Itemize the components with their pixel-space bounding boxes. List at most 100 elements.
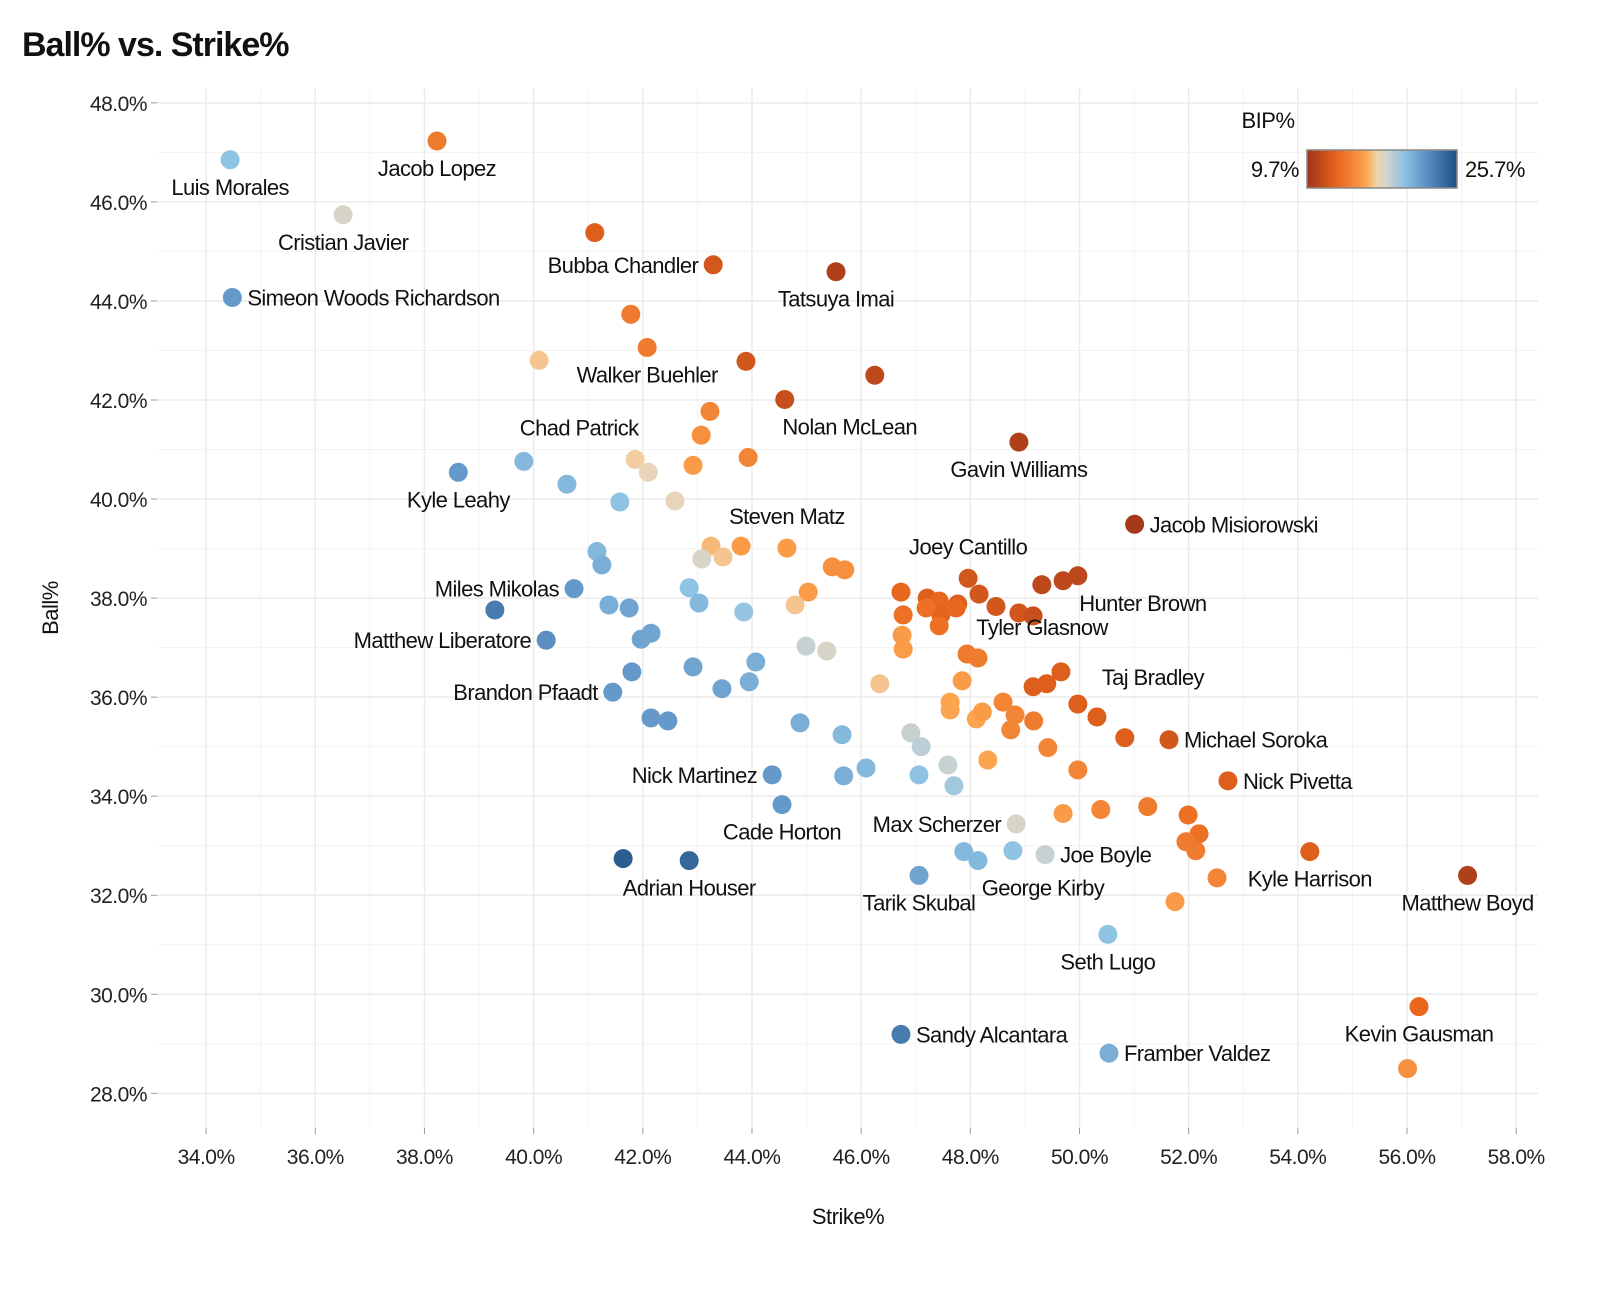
data-point [891, 582, 911, 602]
data-point [892, 625, 912, 645]
x-tick-label: 46.0% [833, 1146, 890, 1169]
data-point [968, 851, 988, 871]
data-point [1091, 800, 1111, 820]
data-point [1035, 845, 1055, 865]
data-point [683, 657, 703, 677]
data-point [712, 679, 732, 699]
data-point [1053, 804, 1073, 824]
point-label: Matthew Liberatore [354, 628, 532, 653]
data-point [658, 711, 678, 731]
x-tick-label: 36.0% [287, 1146, 344, 1169]
x-tick-label: 40.0% [505, 1146, 562, 1169]
point-label: Taj Bradley [1102, 665, 1205, 690]
data-point [734, 602, 754, 622]
y-tick-label: 34.0% [90, 786, 147, 809]
point-label: Sandy Alcantara [916, 1022, 1069, 1047]
data-point [222, 287, 242, 307]
point-label: Seth Lugo [1060, 949, 1155, 974]
x-tick-label: 58.0% [1488, 1146, 1545, 1169]
data-point [954, 842, 974, 862]
data-point [1023, 606, 1043, 626]
y-tick-label: 38.0% [90, 588, 147, 611]
data-point [638, 462, 658, 482]
data-point [679, 851, 699, 871]
color-legend: BIP% 9.7% 25.7% [1241, 108, 1525, 189]
data-point [448, 462, 468, 482]
data-point [683, 455, 703, 475]
y-axis-ticks: 28.0% 30.0% 32.0% 34.0% 36.0% 38.0% 40.0% 42.0%… [90, 93, 157, 1106]
y-tick-label: 36.0% [90, 687, 147, 710]
data-point [972, 702, 992, 722]
point-label: Max Scherzer [873, 812, 1002, 837]
point-label: Cade Horton [723, 820, 841, 845]
point-label: Bubba Chandler [548, 253, 699, 278]
data-point [1024, 711, 1044, 731]
data-point [834, 766, 854, 786]
gridlines [157, 88, 1538, 1128]
data-point [946, 598, 966, 618]
y-tick-label: 42.0% [90, 390, 147, 413]
data-point [1125, 514, 1145, 534]
data-point [1006, 814, 1026, 834]
data-point [1115, 728, 1135, 748]
data-point [762, 765, 782, 785]
y-tick-label: 28.0% [90, 1083, 147, 1106]
data-point [817, 641, 837, 661]
point-labels: Luis Morales Jacob Lopez Cristian Javier Bu… [171, 156, 1534, 1066]
point-label: Simeon Woods Richardson [247, 285, 499, 310]
point-label: Nick Pivetta [1243, 769, 1353, 794]
chart-title: Ball% vs. Strike% [22, 26, 289, 64]
legend-max-label: 25.7% [1465, 157, 1525, 182]
data-point [958, 568, 978, 588]
x-tick-label: 54.0% [1269, 1146, 1326, 1169]
data-point [798, 582, 818, 602]
point-label: Nolan McLean [782, 415, 917, 440]
data-point [557, 474, 577, 494]
data-point [775, 390, 795, 410]
data-point [940, 700, 960, 720]
data-point [613, 849, 633, 869]
data-point [689, 593, 709, 613]
point-label: Joe Boyle [1060, 843, 1152, 868]
data-point [1218, 771, 1238, 791]
data-point [703, 255, 723, 275]
point-label: Tatsuya Imai [778, 287, 894, 312]
data-point [631, 629, 651, 649]
data-point [427, 131, 447, 151]
point-label: Jacob Misiorowski [1150, 512, 1318, 537]
x-tick-label: 34.0% [178, 1146, 235, 1169]
data-point [1098, 924, 1118, 944]
data-point [1300, 842, 1320, 862]
data-point [993, 692, 1013, 712]
point-label: Kyle Leahy [407, 487, 510, 512]
y-tick-label: 46.0% [90, 192, 147, 215]
data-point [1207, 868, 1227, 888]
y-axis-label: Ball% [38, 581, 63, 635]
data-point [952, 671, 972, 691]
data-point [1159, 730, 1179, 750]
data-point [893, 605, 913, 625]
data-point [1398, 1059, 1418, 1079]
data-point [1099, 1043, 1119, 1063]
data-point [832, 725, 852, 745]
point-label: Cristian Javier [278, 230, 409, 255]
data-point [485, 600, 505, 620]
data-point [891, 1024, 911, 1044]
point-label: Kyle Harrison [1248, 867, 1372, 892]
point-label: Hunter Brown [1079, 591, 1206, 616]
data-point [968, 648, 988, 668]
data-point [622, 662, 642, 682]
data-point [691, 425, 711, 445]
data-point [826, 262, 846, 282]
data-point [1037, 674, 1057, 694]
data-point [916, 598, 936, 618]
point-label: Kevin Gausman [1345, 1022, 1494, 1047]
point-label: Brandon Pfaadt [453, 680, 598, 705]
data-point [1005, 705, 1025, 725]
x-tick-label: 56.0% [1378, 1146, 1435, 1169]
data-point [1068, 694, 1088, 714]
data-point [986, 597, 1006, 617]
data-point [777, 538, 797, 558]
point-label: Joey Cantillo [909, 534, 1028, 559]
